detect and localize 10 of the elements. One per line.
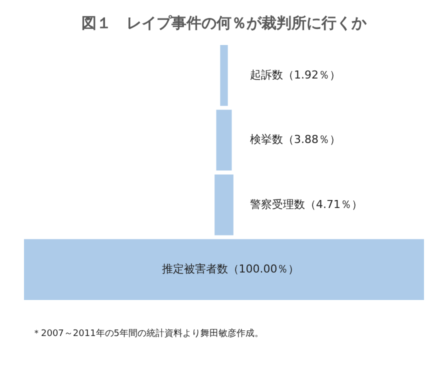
text: 図１ レイプ事件の何％が裁判所に行くか [82, 14, 368, 32]
data-label: （100.00％） [228, 262, 300, 276]
category-label: 検挙数 [250, 133, 283, 146]
data-label: （4.71％） [305, 198, 362, 211]
data-label: （3.88％） [283, 133, 340, 146]
category-label: 起訴数 [250, 68, 283, 82]
data-label: （1.92％） [283, 68, 340, 82]
text: ＊2007～2011年の5年間の統計資料より舞田敏彦作成。 [32, 328, 264, 339]
category-label: 推定被害者数 [162, 262, 228, 276]
category-label: 警察受理数 [250, 198, 305, 211]
